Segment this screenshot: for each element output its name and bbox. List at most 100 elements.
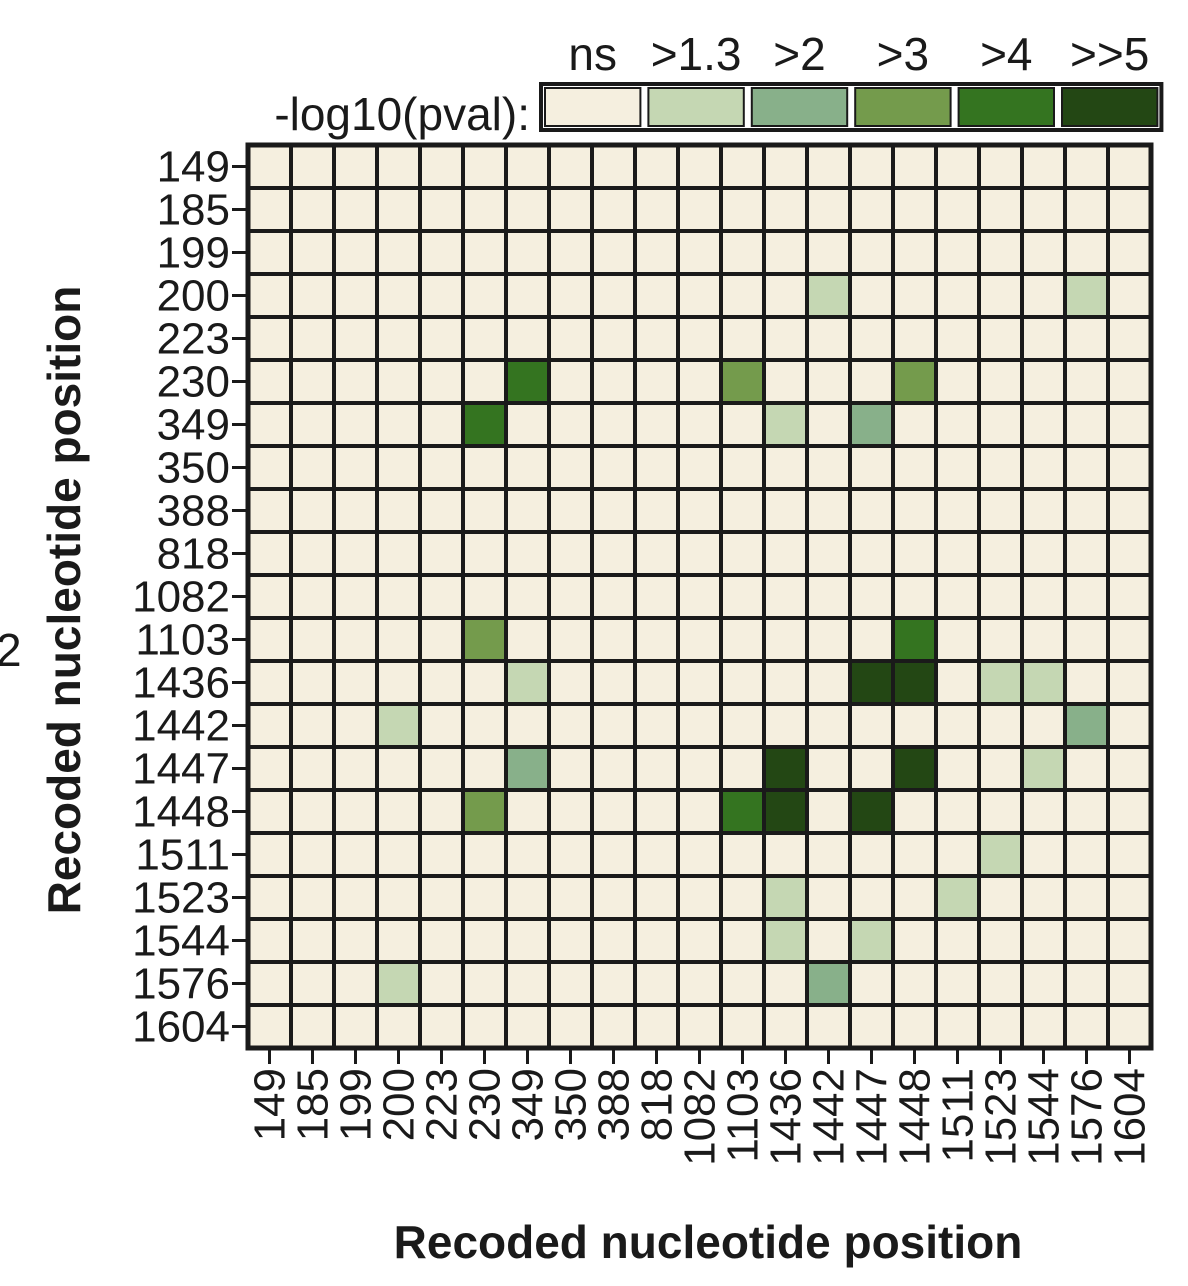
legend-swatch — [544, 87, 642, 127]
heatmap-cell — [633, 874, 680, 921]
heatmap-cell — [848, 960, 895, 1007]
heatmap-cell — [762, 745, 809, 792]
heatmap-cell — [1020, 659, 1067, 706]
heatmap-cell — [289, 616, 336, 663]
heatmap-cell — [676, 229, 723, 276]
heatmap-cell — [418, 315, 465, 362]
heatmap-cell — [762, 1003, 809, 1050]
heatmap-cell — [461, 401, 508, 448]
heatmap-cell — [977, 530, 1024, 577]
heatmap-cell — [246, 1003, 293, 1050]
y-tick-label: 388 — [157, 487, 230, 536]
heatmap-cell — [891, 745, 938, 792]
heatmap-cell — [934, 960, 981, 1007]
heatmap-cell — [1063, 960, 1110, 1007]
heatmap-cell — [246, 745, 293, 792]
heatmap-cell — [418, 143, 465, 190]
heatmap-cell — [375, 659, 422, 706]
x-axis-title: Recoded nucleotide position — [394, 1216, 1023, 1268]
heatmap-cell — [1106, 401, 1153, 448]
heatmap-cell — [891, 874, 938, 921]
heatmap-cell — [805, 358, 852, 405]
heatmap-cell — [848, 702, 895, 749]
x-tick-label: 1436 — [762, 1068, 811, 1166]
y-tick-label: 199 — [157, 229, 230, 278]
heatmap-cell — [1020, 917, 1067, 964]
heatmap-cell — [848, 659, 895, 706]
heatmap-cell — [1106, 487, 1153, 534]
heatmap-cell — [1063, 831, 1110, 878]
heatmap-cell — [332, 487, 379, 534]
heatmap-cell — [977, 831, 1024, 878]
heatmap-cell — [547, 745, 594, 792]
heatmap-cell — [848, 401, 895, 448]
heatmap-cell — [332, 917, 379, 964]
heatmap-cell — [461, 315, 508, 362]
heatmap-cell — [633, 702, 680, 749]
heatmap-cell — [1063, 487, 1110, 534]
heatmap-cell — [590, 616, 637, 663]
heatmap-cell — [590, 530, 637, 577]
heatmap-cell — [418, 358, 465, 405]
legend-label: >4 — [980, 28, 1032, 80]
legend-label: >3 — [877, 28, 929, 80]
heatmap-cell — [762, 358, 809, 405]
heatmap-cell — [762, 573, 809, 620]
heatmap-cell — [1106, 702, 1153, 749]
y-tick-label: 1436 — [132, 659, 230, 708]
heatmap-cell — [848, 1003, 895, 1050]
heatmap-cell — [676, 487, 723, 534]
heatmap-cell — [246, 831, 293, 878]
heatmap-cell — [547, 960, 594, 1007]
heatmap-cell — [461, 487, 508, 534]
heatmap-cell — [805, 788, 852, 835]
heatmap-cell — [676, 186, 723, 233]
heatmap-cell — [762, 272, 809, 319]
heatmap-cell — [547, 315, 594, 362]
heatmap-cell — [246, 530, 293, 577]
heatmap-cell — [590, 272, 637, 319]
heatmap-cell — [590, 1003, 637, 1050]
x-tick-label: 1511 — [934, 1068, 983, 1163]
heatmap-cell — [1020, 143, 1067, 190]
heatmap-cell — [1063, 616, 1110, 663]
legend-border — [539, 82, 1164, 132]
heatmap-cell — [418, 229, 465, 276]
x-tick-label: 1103 — [719, 1068, 768, 1163]
heatmap-cell — [676, 702, 723, 749]
heatmap-cell — [332, 315, 379, 362]
heatmap-cell — [289, 573, 336, 620]
heatmap-cell — [633, 444, 680, 491]
heatmap-cell — [1020, 444, 1067, 491]
x-tick-label: 149 — [246, 1068, 295, 1141]
heatmap-cell — [289, 960, 336, 1007]
heatmap-cell — [461, 659, 508, 706]
heatmap-cell — [848, 530, 895, 577]
y-tick-label: 200 — [157, 272, 230, 321]
heatmap-cell — [1020, 401, 1067, 448]
x-tick-label: 200 — [375, 1068, 424, 1141]
heatmap-cell — [977, 573, 1024, 620]
heatmap-cell — [633, 960, 680, 1007]
heatmap-cell — [246, 960, 293, 1007]
heatmap-cell — [805, 745, 852, 792]
heatmap-cell — [719, 960, 766, 1007]
heatmap-cell — [289, 831, 336, 878]
heatmap-cell — [633, 917, 680, 964]
heatmap-cell — [1106, 143, 1153, 190]
heatmap-cell — [1063, 917, 1110, 964]
heatmap-cell — [418, 401, 465, 448]
heatmap-cell — [934, 702, 981, 749]
heatmap-cell — [1020, 745, 1067, 792]
heatmap-cell — [246, 788, 293, 835]
heatmap-cell — [332, 186, 379, 233]
heatmap-cell — [934, 745, 981, 792]
heatmap-cell — [332, 530, 379, 577]
heatmap-cell — [289, 315, 336, 362]
heatmap-cell — [633, 659, 680, 706]
heatmap-cell — [590, 487, 637, 534]
heatmap-cell — [934, 1003, 981, 1050]
heatmap-cell — [246, 573, 293, 620]
heatmap-cell — [289, 530, 336, 577]
